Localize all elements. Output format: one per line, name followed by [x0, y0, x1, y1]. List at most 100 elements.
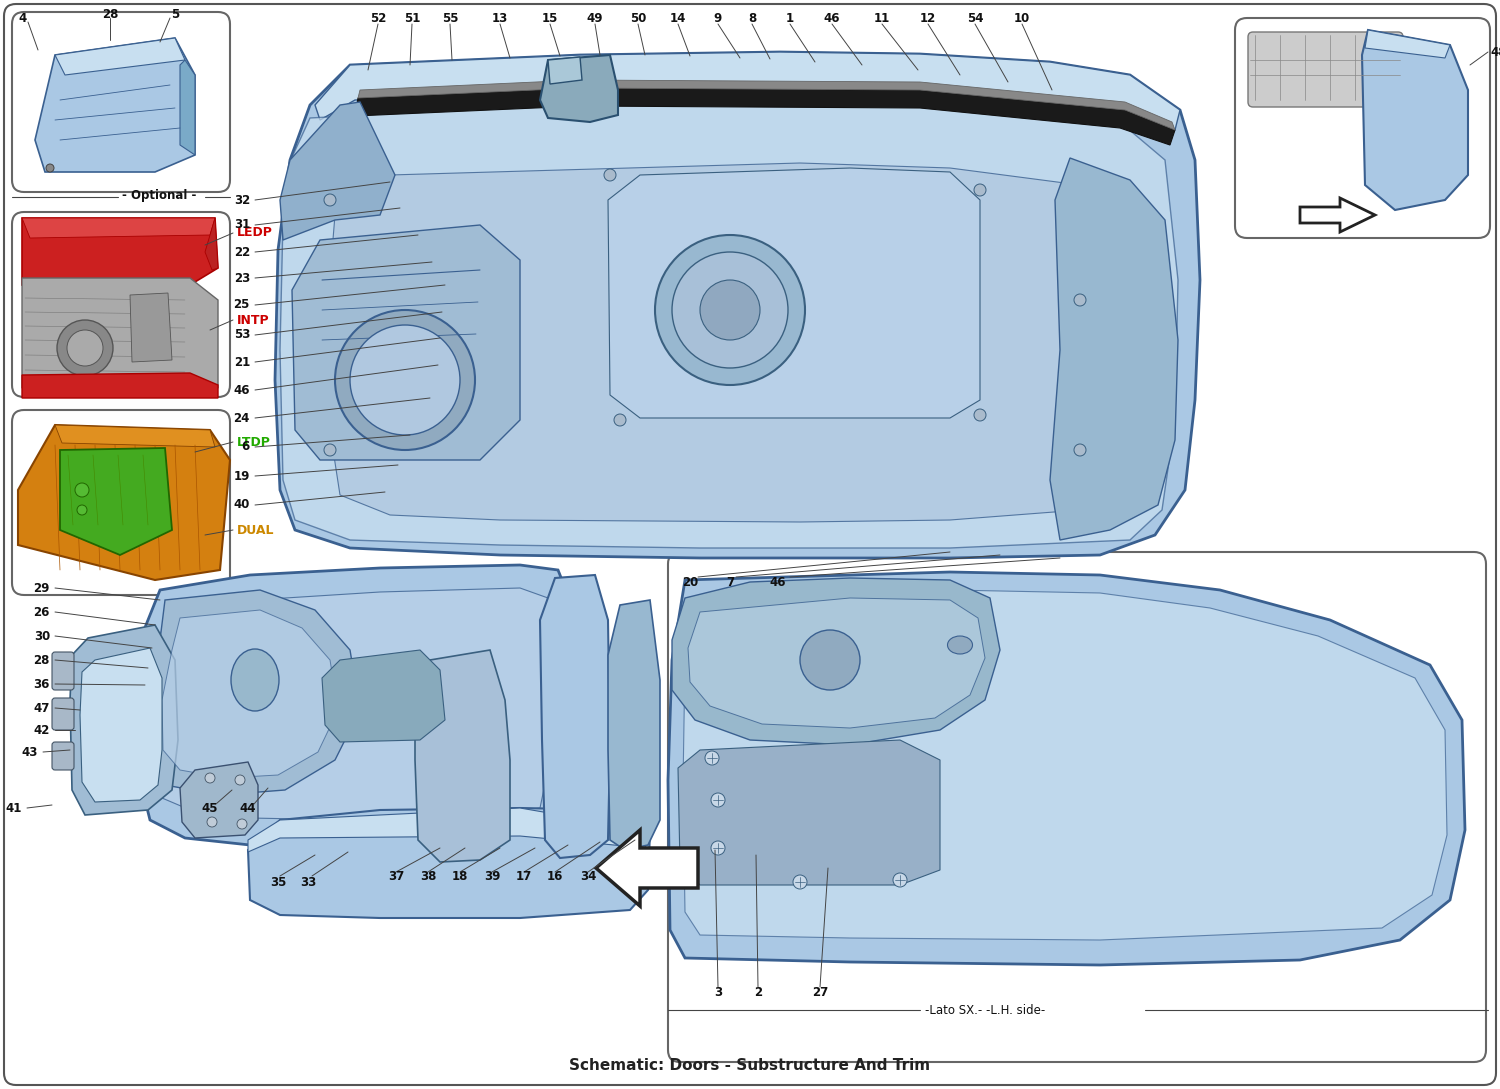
Polygon shape [22, 374, 218, 397]
Text: 23: 23 [234, 271, 250, 284]
Text: 47: 47 [33, 701, 50, 714]
Polygon shape [322, 650, 446, 742]
Polygon shape [358, 79, 1174, 130]
Ellipse shape [948, 636, 972, 654]
Circle shape [672, 252, 788, 368]
Circle shape [46, 164, 54, 172]
Circle shape [974, 184, 986, 196]
Circle shape [656, 235, 806, 386]
Text: 9: 9 [714, 12, 722, 24]
Polygon shape [138, 565, 574, 848]
Polygon shape [56, 38, 184, 75]
Circle shape [614, 414, 626, 426]
Text: 4: 4 [20, 12, 27, 24]
Text: 50: 50 [630, 12, 646, 24]
Text: 54: 54 [966, 12, 984, 24]
Text: 51: 51 [404, 12, 420, 24]
Text: 6: 6 [242, 440, 250, 453]
Text: 11: 11 [874, 12, 890, 24]
Text: 41: 41 [6, 802, 22, 815]
Text: 24: 24 [234, 412, 250, 425]
Circle shape [794, 874, 807, 889]
Circle shape [700, 280, 760, 340]
Polygon shape [596, 830, 698, 906]
Polygon shape [1362, 30, 1468, 210]
Text: 32: 32 [234, 194, 250, 207]
FancyBboxPatch shape [53, 698, 74, 730]
Polygon shape [148, 590, 360, 795]
Text: 49: 49 [586, 12, 603, 24]
Polygon shape [1365, 30, 1450, 58]
Polygon shape [280, 102, 394, 240]
Text: 3: 3 [714, 986, 722, 999]
FancyBboxPatch shape [4, 4, 1496, 1085]
Text: 20: 20 [682, 575, 698, 588]
FancyBboxPatch shape [668, 552, 1486, 1062]
Text: 14: 14 [670, 12, 686, 24]
Polygon shape [34, 38, 195, 172]
Text: LTDP: LTDP [237, 436, 272, 449]
Text: 30: 30 [33, 629, 50, 643]
Text: 12: 12 [920, 12, 936, 24]
Text: 17: 17 [516, 869, 532, 882]
Circle shape [334, 310, 476, 450]
Text: LEDP: LEDP [237, 227, 273, 240]
Polygon shape [274, 52, 1200, 558]
Circle shape [974, 409, 986, 421]
FancyBboxPatch shape [1248, 32, 1403, 107]
Text: 22: 22 [234, 245, 250, 258]
Polygon shape [668, 572, 1466, 965]
Polygon shape [608, 168, 980, 418]
Polygon shape [1300, 198, 1376, 232]
Circle shape [1074, 294, 1086, 306]
Circle shape [237, 819, 248, 829]
Polygon shape [292, 225, 520, 460]
Circle shape [711, 793, 724, 807]
Text: 55: 55 [441, 12, 459, 24]
Polygon shape [180, 60, 195, 155]
FancyBboxPatch shape [1234, 19, 1490, 238]
Text: 1: 1 [786, 12, 794, 24]
Polygon shape [18, 425, 229, 580]
Text: 46: 46 [234, 383, 250, 396]
Circle shape [207, 817, 218, 827]
Text: 21: 21 [234, 355, 250, 368]
Text: 35: 35 [270, 876, 286, 889]
Polygon shape [280, 103, 1178, 548]
Polygon shape [180, 762, 258, 839]
Text: 26: 26 [33, 605, 50, 619]
Text: - Optional -: - Optional - [122, 189, 196, 203]
Text: 16: 16 [548, 869, 562, 882]
Polygon shape [540, 56, 618, 122]
Circle shape [1074, 444, 1086, 456]
Polygon shape [682, 590, 1448, 940]
Polygon shape [80, 648, 162, 802]
FancyBboxPatch shape [12, 12, 229, 192]
Text: 40: 40 [234, 499, 250, 512]
Text: 28: 28 [102, 8, 118, 21]
Polygon shape [328, 163, 1140, 522]
Text: 52: 52 [370, 12, 386, 24]
Text: 7: 7 [726, 575, 734, 588]
Polygon shape [548, 57, 582, 84]
Text: 48: 48 [1490, 46, 1500, 59]
Polygon shape [22, 218, 214, 238]
Circle shape [324, 444, 336, 456]
Text: 13: 13 [492, 12, 508, 24]
Circle shape [75, 484, 88, 497]
Text: 39: 39 [484, 869, 500, 882]
Text: 28: 28 [33, 653, 50, 666]
Text: 34: 34 [580, 869, 596, 882]
Text: Schematic: Doors - Substructure And Trim: Schematic: Doors - Substructure And Trim [570, 1057, 930, 1073]
Text: 15: 15 [542, 12, 558, 24]
Ellipse shape [231, 649, 279, 711]
Circle shape [705, 751, 718, 764]
Polygon shape [70, 625, 178, 815]
Polygon shape [130, 293, 172, 362]
Text: 46: 46 [770, 575, 786, 588]
Text: 43: 43 [21, 746, 38, 759]
Text: 45: 45 [201, 802, 219, 815]
Polygon shape [678, 741, 940, 885]
Polygon shape [22, 218, 218, 285]
Polygon shape [206, 218, 218, 270]
